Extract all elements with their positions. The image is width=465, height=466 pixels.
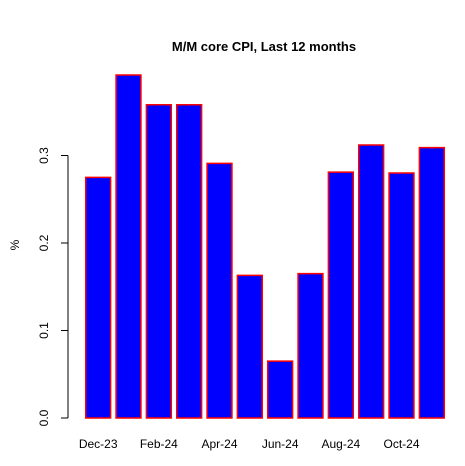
x-tick-label: Jun-24 xyxy=(262,437,299,451)
bar-may-24 xyxy=(236,274,264,419)
chart-title: M/M core CPI, Last 12 months xyxy=(172,39,356,54)
bar-jul-24 xyxy=(297,272,324,419)
y-tick-label: 0.0 xyxy=(37,409,51,426)
y-tick-label: 0.3 xyxy=(37,147,51,164)
y-axis: 0.0 0.1 0.2 0.3 xyxy=(37,147,69,426)
bar-dec-23 xyxy=(84,176,112,419)
x-tick-label: Oct-24 xyxy=(383,437,419,451)
x-tick-label: Feb-24 xyxy=(140,437,178,451)
x-tick-label: Apr-24 xyxy=(201,437,237,451)
bar-aug-24 xyxy=(327,171,355,419)
y-tick-label: 0.2 xyxy=(37,234,51,251)
y-tick-label: 0.1 xyxy=(37,322,51,339)
x-tick-label: Dec-23 xyxy=(79,437,118,451)
bar-jun-24 xyxy=(266,360,294,419)
bar-apr-24 xyxy=(206,162,233,419)
bar-feb-24 xyxy=(145,104,173,419)
bar-nov-24 xyxy=(418,146,446,419)
x-axis: Dec-23 Feb-24 Apr-24 Jun-24 Aug-24 Oct-24 xyxy=(79,437,420,451)
y-axis-label: % xyxy=(8,239,22,250)
bar-oct-24 xyxy=(388,172,415,419)
bar-jan-24 xyxy=(115,74,142,419)
x-tick-label: Aug-24 xyxy=(321,437,360,451)
bar-sep-24 xyxy=(357,144,385,419)
bars-group xyxy=(84,74,446,419)
bar-mar-24 xyxy=(175,104,203,419)
